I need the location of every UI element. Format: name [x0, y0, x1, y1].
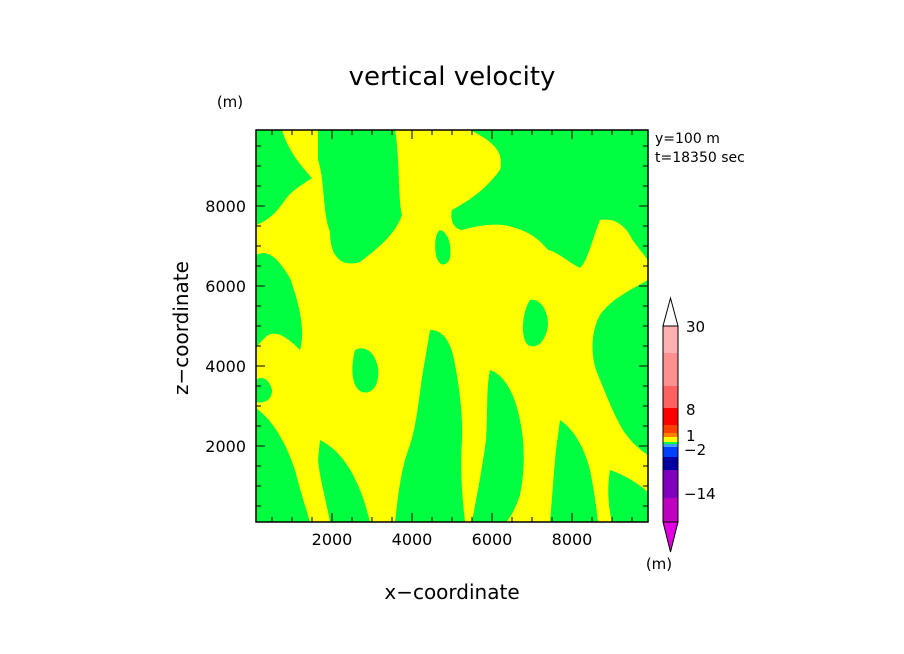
x-tick-label: 2000	[312, 530, 353, 549]
colorbar-label: −14	[684, 485, 716, 503]
chart-title: vertical velocity	[349, 62, 556, 92]
annotation-t: t=18350 sec	[655, 150, 745, 166]
colorbar-bottom-arrow	[662, 521, 679, 553]
region-center-low	[395, 330, 465, 522]
colorbar-segment	[663, 447, 678, 457]
region-left-low	[256, 408, 310, 522]
colorbar-segment	[663, 433, 678, 437]
colorbar-top-arrow	[662, 296, 679, 327]
colorbar-segment	[663, 442, 678, 444]
colorbar-unit: (m)	[646, 555, 672, 573]
colorbar-frame	[662, 325, 679, 523]
annotation-y: y=100 m	[655, 131, 720, 147]
colorbar-segment	[663, 444, 678, 447]
region-top-center	[318, 130, 402, 264]
colorbar-segment	[663, 353, 678, 386]
region-top-left	[256, 130, 312, 225]
x-tick-label: 4000	[392, 530, 433, 549]
region-right-mid	[592, 280, 648, 455]
colorbar-segment	[663, 408, 678, 425]
colorbar-segment	[663, 470, 678, 498]
colorbar-label: 1	[686, 427, 696, 445]
colorbar-segment	[663, 386, 678, 408]
y-tick-label: 4000	[205, 357, 246, 376]
y-axis-label: z−coordinate	[169, 261, 193, 395]
colorbar-segment	[663, 457, 678, 470]
colorbar-segment	[663, 425, 678, 433]
colorbar-segment	[663, 437, 678, 442]
downdraft-regions	[256, 130, 648, 522]
region-right-low	[472, 370, 524, 522]
y-tick-label: 6000	[205, 277, 246, 296]
y-tick-label: 2000	[205, 437, 246, 456]
velocity-field	[256, 130, 648, 522]
colorbar-label: 30	[686, 318, 705, 336]
axis-ticks	[256, 130, 648, 522]
region-center-left-low	[318, 440, 370, 522]
colorbar-segment	[663, 498, 678, 522]
x-tick-label: 8000	[552, 530, 593, 549]
colorbar-label: −2	[684, 441, 706, 459]
colorbar-label: 8	[686, 401, 696, 419]
y-unit-label: (m)	[217, 93, 243, 111]
region-top-right	[451, 130, 648, 268]
x-axis-label: x−coordinate	[384, 580, 519, 604]
x-tick-label: 6000	[472, 530, 513, 549]
region-center-mid	[352, 348, 379, 393]
region-mid-right	[522, 299, 548, 347]
colorbar	[662, 296, 679, 553]
region-bottom-right	[608, 470, 648, 522]
colorbar-segment	[663, 326, 678, 353]
region-left-small	[256, 378, 272, 403]
region-left-mid	[256, 253, 303, 350]
y-tick-label: 8000	[205, 197, 246, 216]
region-center-small	[435, 230, 451, 265]
region-right-bottom	[550, 420, 598, 522]
